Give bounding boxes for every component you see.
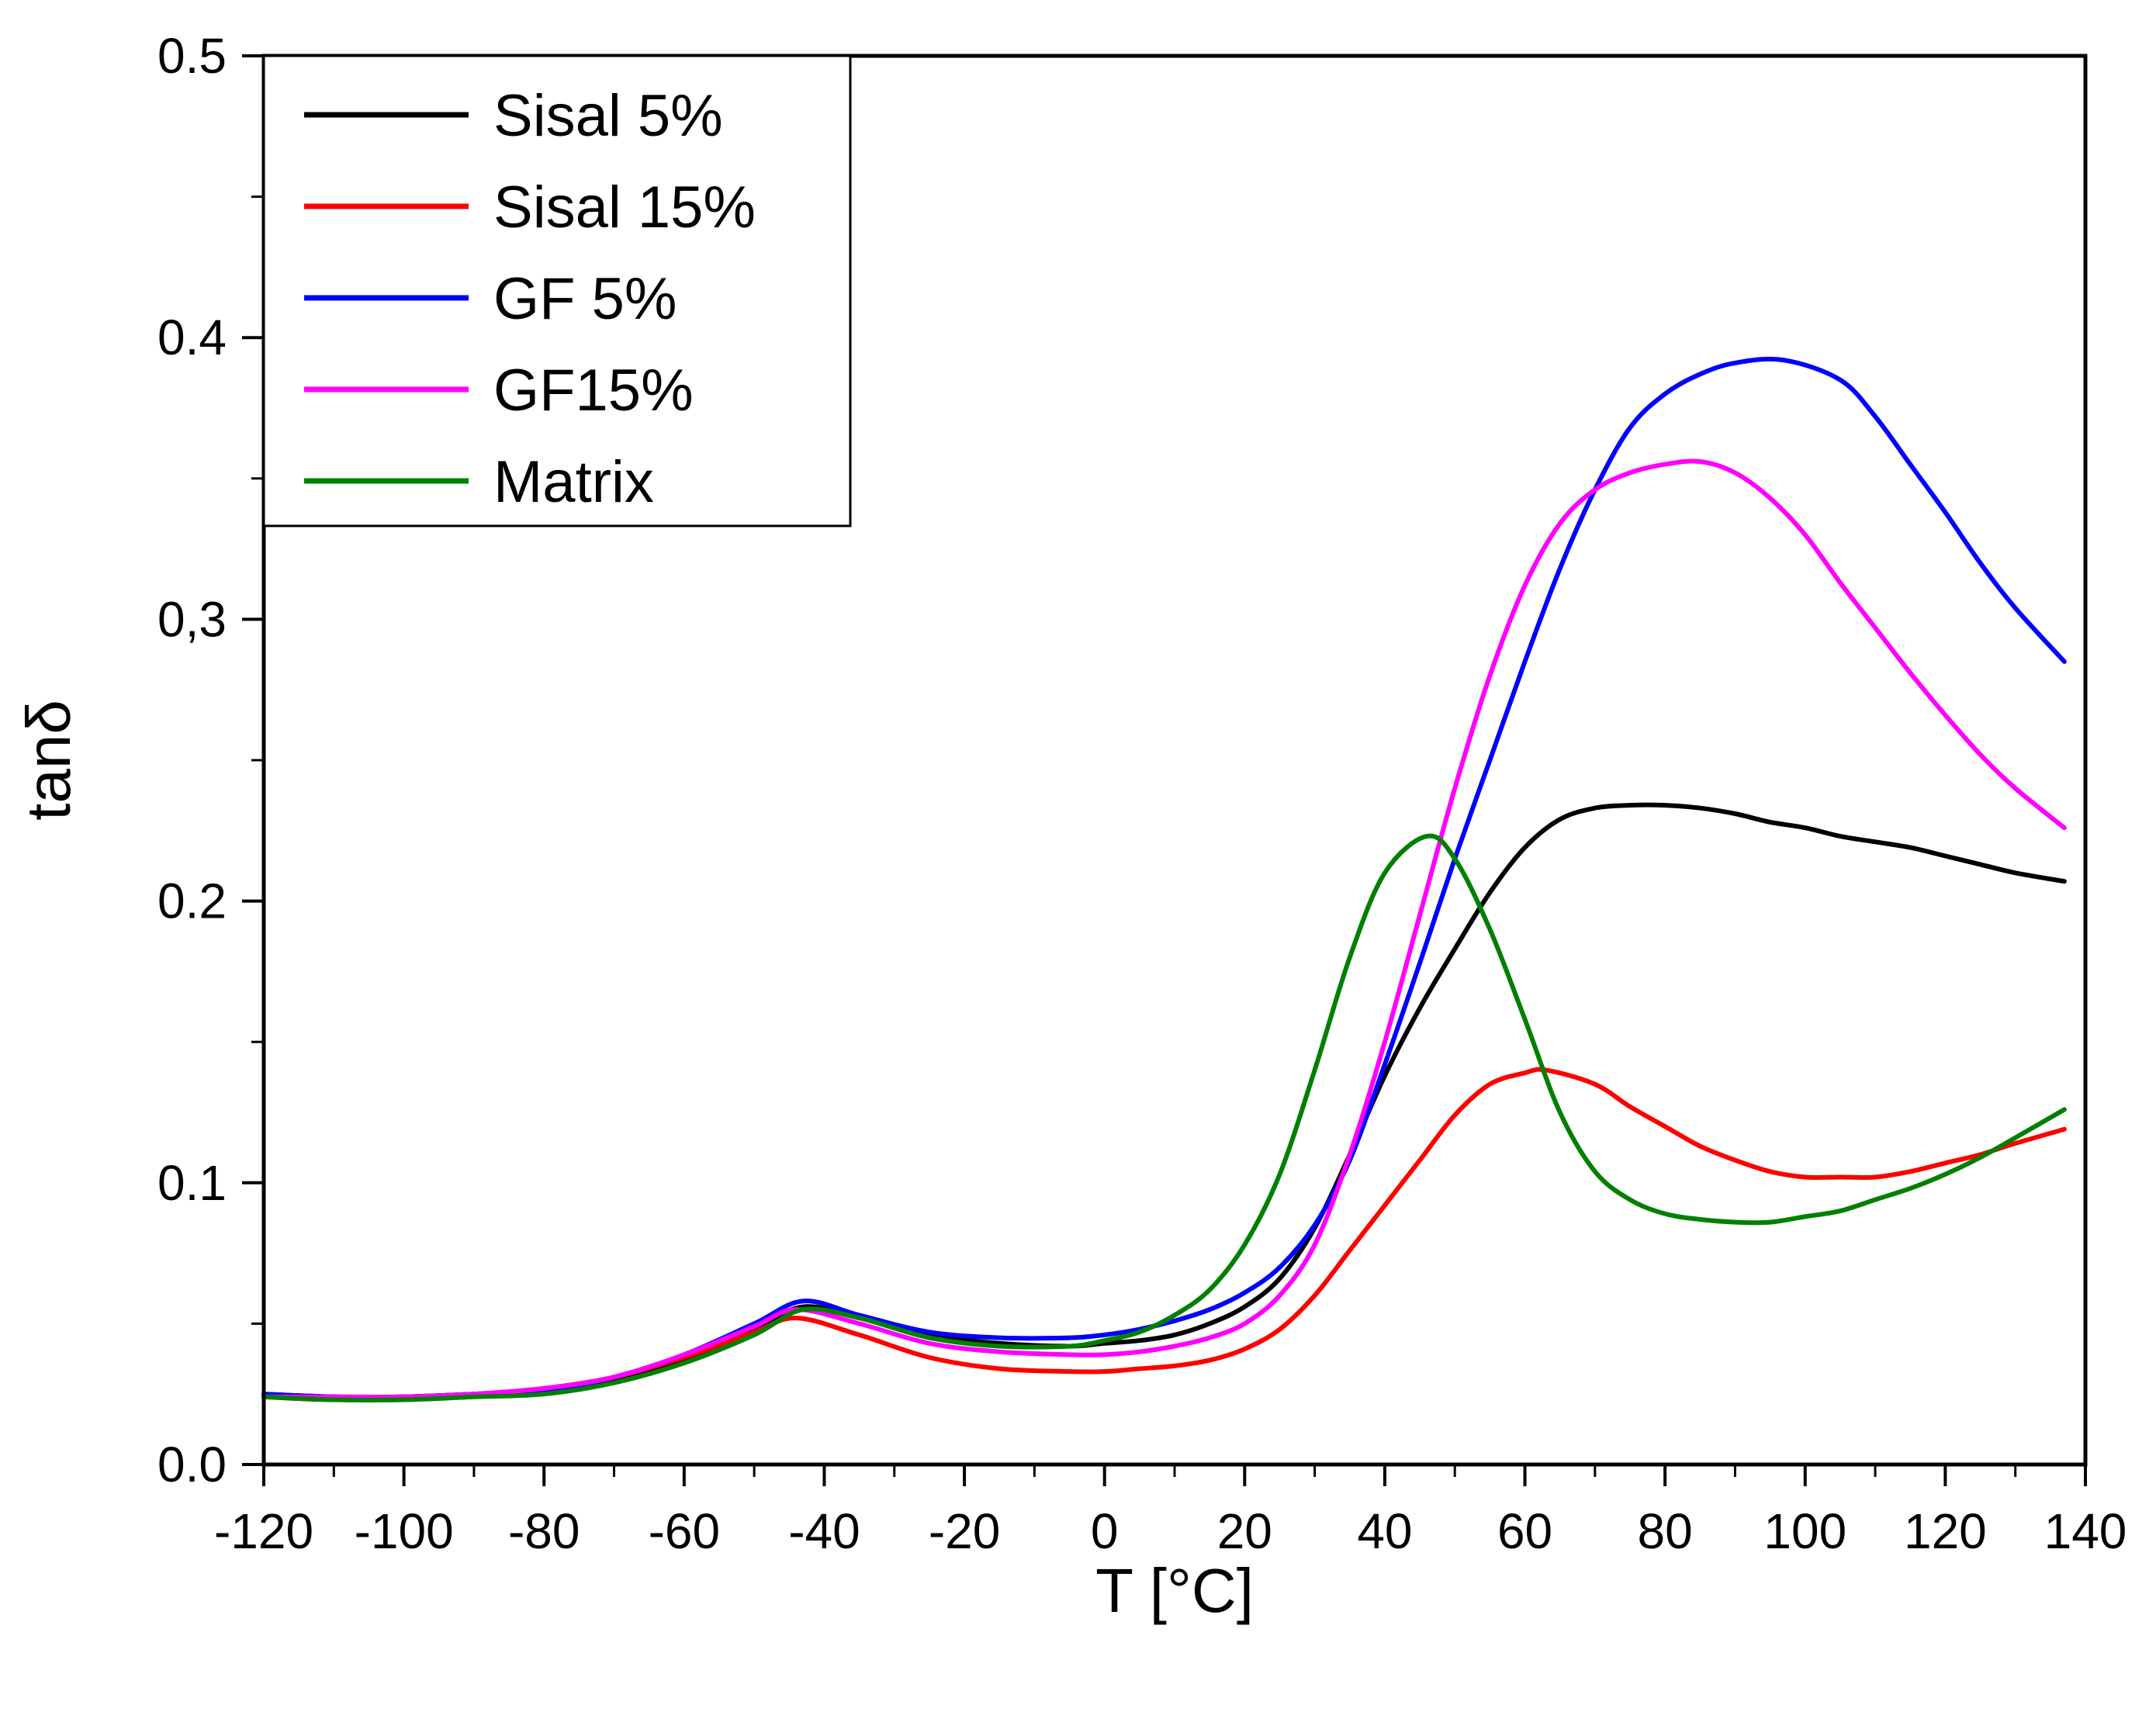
legend: Sisal 5% Sisal 15% GF 5% GF15% Matrix	[262, 54, 852, 527]
y-axis-title: tanδ	[14, 700, 83, 821]
series-layer	[261, 356, 2067, 1402]
x-tick-label: 120	[1904, 1503, 1987, 1559]
y-tick-label: 0,3	[157, 591, 227, 647]
x-tick-label: -100	[355, 1503, 454, 1559]
legend-label-gf-5pct: GF 5%	[493, 266, 677, 332]
x-tick-label: 100	[1763, 1503, 1846, 1559]
x-axis-title: T [°C]	[1095, 1556, 1254, 1625]
x-tick-label: -120	[214, 1503, 313, 1559]
x-tick-label: -60	[649, 1503, 721, 1559]
x-tick-label: -80	[508, 1503, 580, 1559]
x-tick-label: 140	[2044, 1503, 2127, 1559]
x-tick-label: -40	[788, 1503, 860, 1559]
legend-label-matrix: Matrix	[493, 449, 654, 515]
legend-label-gf15pct: GF15%	[493, 358, 694, 424]
x-tick-label: 20	[1217, 1503, 1272, 1559]
axis-ticks	[242, 54, 2087, 1486]
y-tick-label: 0.4	[157, 310, 227, 365]
y-tick-label: 0.0	[157, 1437, 227, 1492]
x-tick-label: -20	[929, 1503, 1001, 1559]
y-tick-label: 0.2	[157, 873, 227, 929]
y-tick-label: 0.1	[157, 1155, 227, 1211]
legend-box	[262, 54, 852, 527]
tick-labels: -120 -100 -80 -60 -40 -20 0 20 40 60 80 100 120 140 0.…	[157, 28, 2127, 1559]
y-tick-label: 0.5	[157, 28, 227, 84]
x-tick-label: 0	[1091, 1503, 1119, 1559]
series-line-matrix	[261, 833, 2067, 1402]
series-line-gf15pct	[261, 458, 2067, 1400]
x-tick-label: 40	[1357, 1503, 1412, 1559]
legend-label-sisal-5pct: Sisal 5%	[493, 83, 723, 149]
x-tick-label: 80	[1638, 1503, 1693, 1559]
legend-label-sisal-15pct: Sisal 15%	[493, 175, 756, 240]
series-line-sisal-15pct	[261, 1067, 2067, 1402]
x-tick-label: 60	[1497, 1503, 1552, 1559]
